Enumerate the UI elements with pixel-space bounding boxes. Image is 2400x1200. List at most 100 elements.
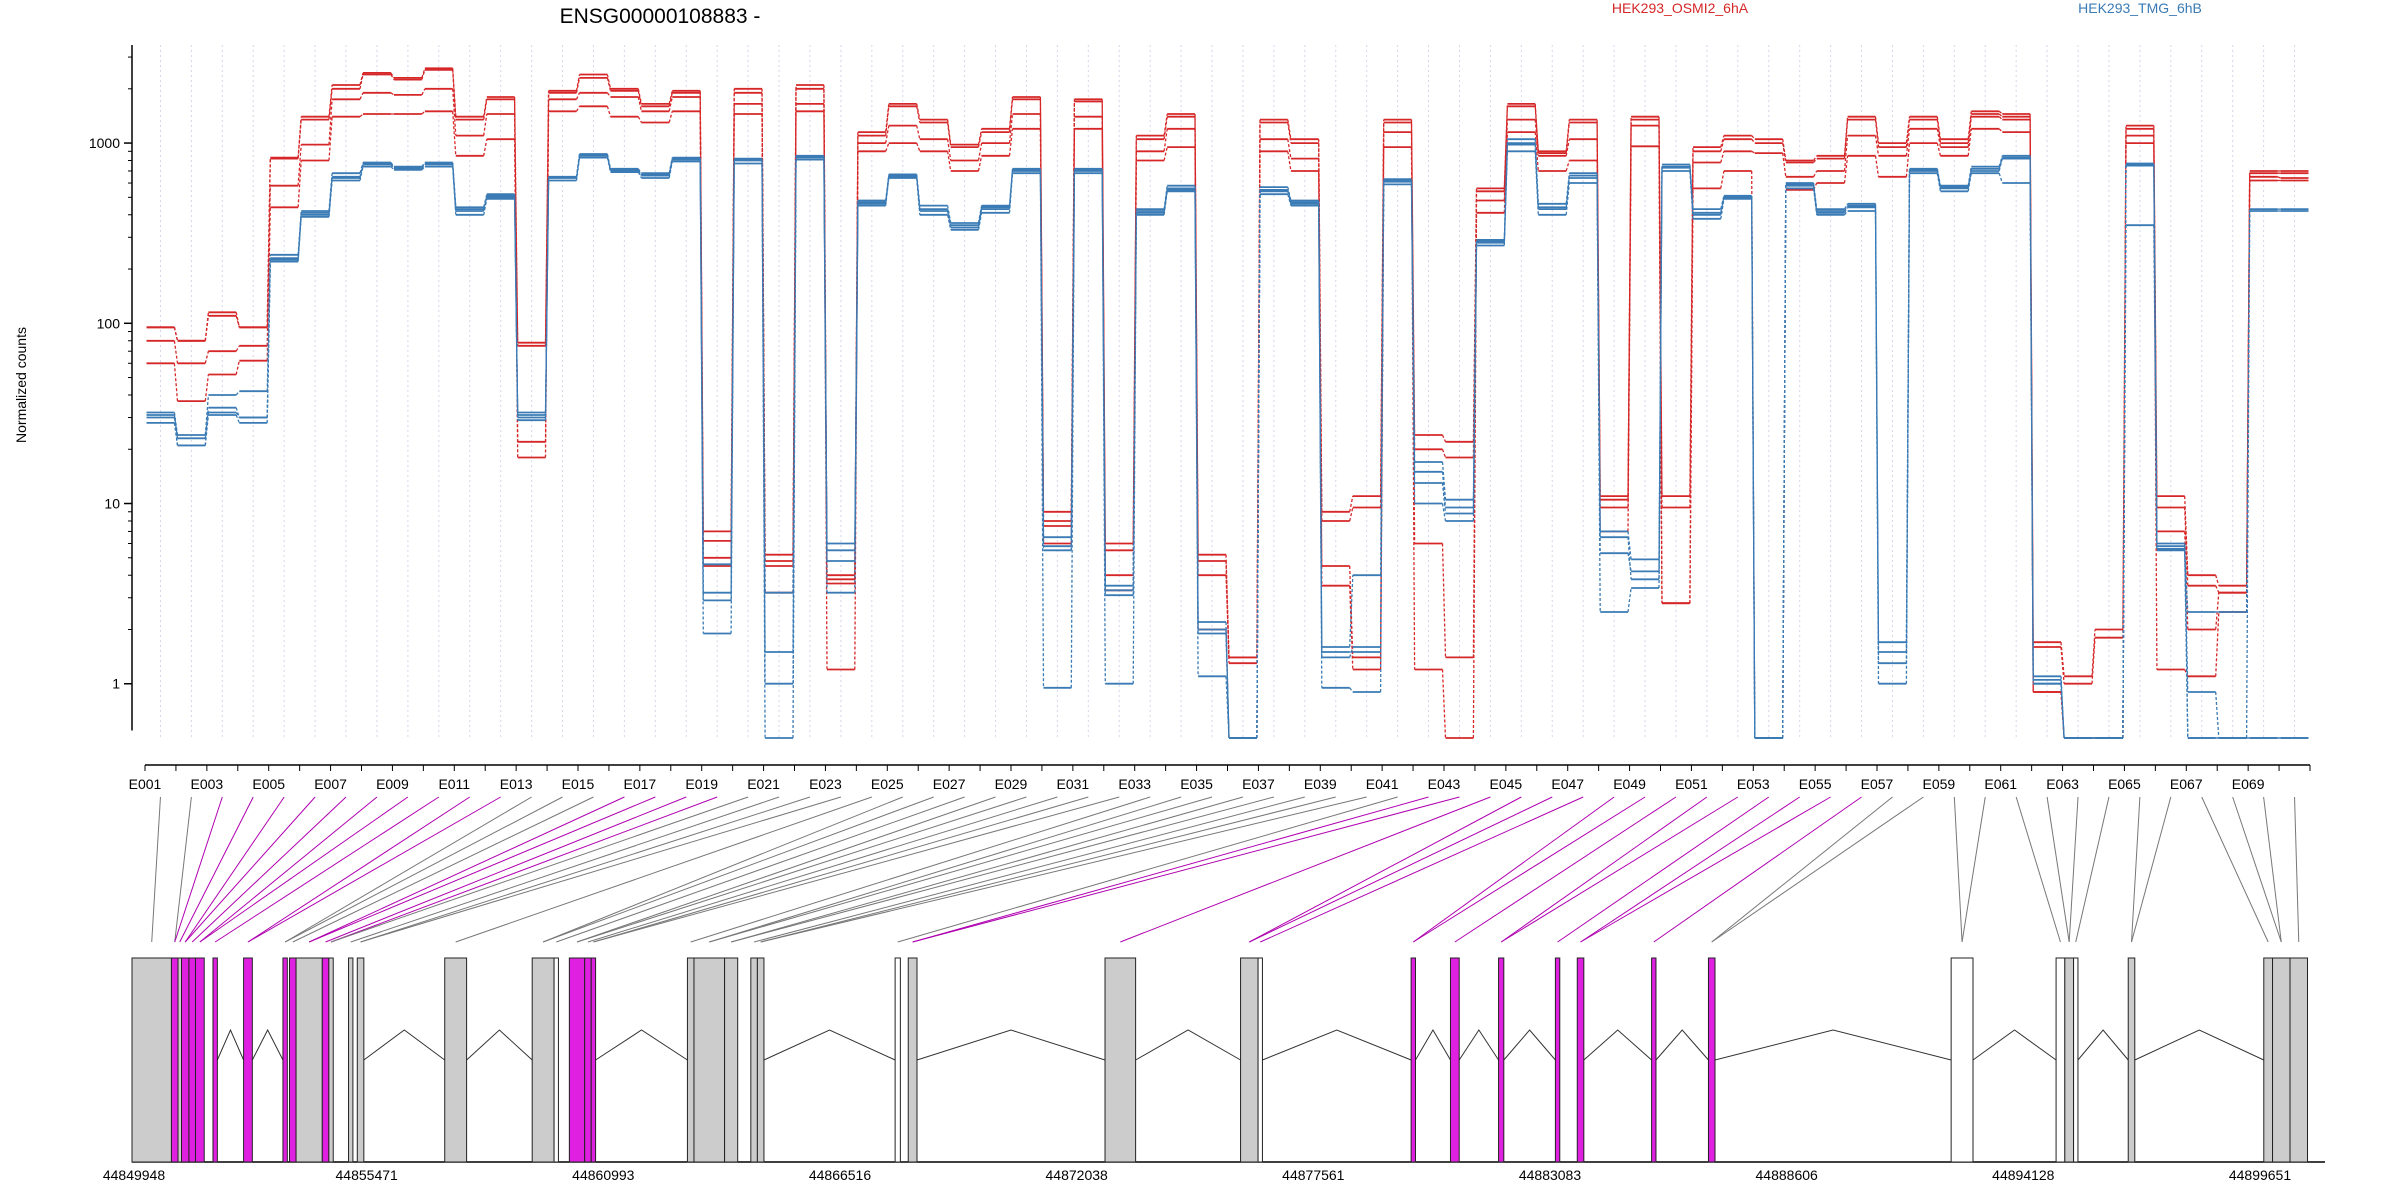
exon-block — [584, 957, 592, 1163]
intron — [916, 1029, 1106, 1061]
exon-connector — [330, 796, 749, 943]
exon-block — [2289, 957, 2309, 1163]
genome-coord-label: 44855471 — [336, 1167, 399, 1183]
gene-model — [131, 957, 2325, 1163]
intron — [1135, 1029, 1241, 1061]
exon-tick-label: E011 — [438, 776, 470, 792]
genome-coord-label: 44894128 — [1992, 1167, 2055, 1183]
exon-block — [1651, 957, 1657, 1163]
intron — [1655, 1029, 1709, 1061]
exon-connector — [1500, 796, 1739, 943]
exon-connector — [1580, 796, 1831, 943]
exon-connector — [1557, 796, 1770, 943]
series-steps — [146, 138, 2309, 739]
exon-connector — [897, 796, 1398, 943]
exon-connector — [184, 796, 285, 943]
exon-block — [321, 957, 330, 1163]
series-tmg-5 — [146, 143, 2309, 739]
exon-block — [177, 957, 182, 1163]
exon-block — [188, 957, 196, 1163]
exon-tick-label: E015 — [562, 776, 595, 792]
exon-connector — [2075, 796, 2110, 943]
y-axis: 1 10 100 1000 — [89, 45, 133, 731]
exon-tick-label: E037 — [1242, 776, 1275, 792]
exon-connector — [325, 796, 687, 943]
series-connector — [173, 143, 2281, 739]
chart-title: ENSG00000108883 - — [560, 5, 761, 28]
genome-coord-label: 44866516 — [809, 1167, 872, 1183]
intron — [251, 1028, 284, 1061]
exon-connector — [151, 796, 161, 943]
exon-tick-label: E057 — [1861, 776, 1894, 792]
exon-tick-label: E069 — [2232, 776, 2265, 792]
exon-connector — [2232, 796, 2282, 943]
exon-connector — [2131, 796, 2172, 943]
exon-tick-label: E039 — [1304, 776, 1337, 792]
exon-block — [724, 957, 739, 1163]
exon-connector — [709, 796, 1182, 943]
exon-block — [328, 957, 334, 1163]
exon-block — [1554, 957, 1561, 1163]
exon-block — [568, 957, 586, 1163]
exon-block — [282, 957, 288, 1163]
exon-connector — [1260, 796, 1584, 943]
exon-block — [1410, 957, 1416, 1163]
exon-block — [1707, 957, 1716, 1163]
exon-tick-label: E003 — [191, 776, 224, 792]
exon-connector — [912, 796, 1460, 943]
exon-block — [295, 957, 323, 1163]
exon-block — [1576, 957, 1585, 1163]
exon-tick-label: E051 — [1675, 776, 1708, 792]
series-steps — [146, 142, 2309, 739]
series-osmi-3 — [146, 68, 2309, 685]
exon-block — [212, 957, 218, 1163]
grid-lines — [159, 45, 2296, 738]
exon-block — [2272, 957, 2291, 1163]
exon-block — [693, 957, 726, 1163]
exon-connector — [174, 796, 192, 943]
series-connector — [173, 69, 2281, 684]
exon-connector — [556, 796, 965, 943]
exon-connectors — [151, 796, 2300, 943]
exon-tick-label: E047 — [1551, 776, 1584, 792]
exon-tick-label: E021 — [747, 776, 780, 792]
exon-tick-label: E007 — [314, 776, 347, 792]
exon-tick-label: E031 — [1057, 776, 1090, 792]
exon-connector — [199, 796, 409, 943]
intron — [1458, 1029, 1499, 1061]
exon-connector — [247, 796, 501, 943]
exon-connector — [1120, 796, 1491, 943]
exon-connector — [760, 796, 1336, 943]
exon-connector — [247, 796, 471, 943]
series-steps — [146, 87, 2309, 739]
exon-connector — [1961, 796, 1986, 943]
y-tick-label: 1000 — [89, 135, 120, 151]
exon-connector — [1249, 796, 1522, 943]
series-connector — [173, 139, 2281, 739]
exon-connector — [308, 796, 656, 943]
exon-tick-label: E055 — [1799, 776, 1832, 792]
exon-tick-label: E041 — [1366, 776, 1399, 792]
exon-connector — [912, 796, 1429, 943]
intron — [595, 1029, 688, 1061]
exon-tick-label: E065 — [2108, 776, 2141, 792]
exon-tick-label: E027 — [933, 776, 966, 792]
exon-block — [1240, 957, 1259, 1163]
exon-connector — [191, 796, 347, 943]
series-steps — [146, 105, 2309, 739]
y-tick-label: 1 — [112, 676, 120, 692]
exon-connector — [587, 796, 1058, 943]
intron — [2134, 1029, 2264, 1061]
series-lines — [146, 67, 2309, 739]
intron — [1262, 1029, 1412, 1061]
intron — [2077, 1029, 2129, 1061]
exon-connector — [593, 796, 1089, 943]
exon-tick-label: E013 — [500, 776, 533, 792]
series-connector — [173, 105, 2281, 739]
exon-connector — [330, 796, 718, 943]
exon-connector — [214, 796, 440, 943]
exon-connector — [2015, 796, 2061, 943]
exon-connector — [1580, 796, 1800, 943]
exon-block — [356, 957, 365, 1163]
